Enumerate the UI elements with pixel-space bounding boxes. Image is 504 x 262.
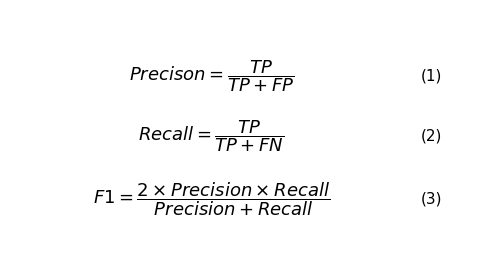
Text: (1): (1) (420, 68, 442, 83)
Text: (3): (3) (420, 191, 442, 206)
Text: $\mathit{Precison} = \dfrac{\mathit{TP}}{\mathit{TP+FP}}$: $\mathit{Precison} = \dfrac{\mathit{TP}}… (129, 58, 294, 94)
Text: $\mathit{F1} = \dfrac{2 \times \mathit{Precision} \times \mathit{Recall}}{\mathi: $\mathit{F1} = \dfrac{2 \times \mathit{P… (93, 180, 330, 218)
Text: $\mathit{Recall} = \dfrac{\mathit{TP}}{\mathit{TP+FN}}$: $\mathit{Recall} = \dfrac{\mathit{TP}}{\… (138, 118, 285, 154)
Text: (2): (2) (420, 129, 442, 144)
